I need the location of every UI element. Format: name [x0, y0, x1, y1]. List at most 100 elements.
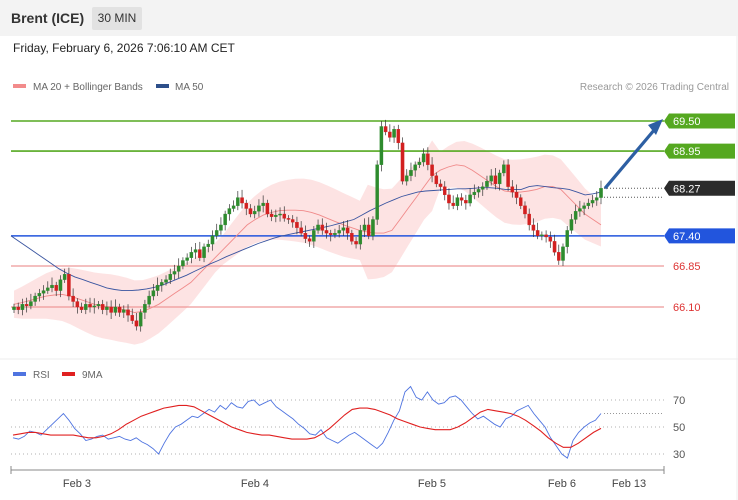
- level-label-68.27: 68.27: [673, 183, 701, 195]
- candle-up: [223, 213, 227, 226]
- candle-down: [299, 227, 303, 234]
- candle-down: [109, 306, 113, 313]
- rsi-tick-50: 50: [673, 422, 685, 434]
- candle-up: [312, 230, 316, 242]
- candle-down: [134, 320, 139, 327]
- candle-down: [126, 309, 130, 316]
- candle-down: [269, 213, 274, 217]
- candle-down: [265, 202, 270, 215]
- legend-swatch-9ma: [62, 372, 75, 376]
- candle-up: [582, 205, 586, 209]
- candle-up: [84, 304, 88, 310]
- candle-up: [185, 257, 189, 261]
- candle-up: [138, 312, 143, 327]
- candle-up: [147, 295, 151, 305]
- copyright: Research © 2026 Trading Central: [580, 82, 729, 93]
- candle-up: [358, 230, 363, 245]
- candle-down: [493, 175, 498, 185]
- candle-up: [96, 304, 101, 307]
- candle-down: [396, 129, 401, 144]
- candle-down: [290, 219, 295, 223]
- level-label-66.10: 66.10: [673, 302, 701, 314]
- candle-down: [400, 142, 405, 182]
- legend-label-ma50: MA 50: [175, 82, 204, 93]
- timeframe-button[interactable]: 30 MIN: [92, 7, 142, 30]
- candle-down: [366, 224, 371, 237]
- candle-up: [337, 230, 341, 234]
- candle-up: [573, 211, 578, 220]
- legend-label-rsi: RSI: [33, 370, 50, 381]
- x-tick-label: Feb 13: [612, 478, 646, 490]
- rsi-panel: 70 50 30 RSI 9MA: [11, 370, 685, 461]
- candle-up: [595, 197, 599, 201]
- candle-up: [371, 219, 375, 237]
- candle-down: [67, 274, 71, 297]
- candle-up: [578, 208, 582, 212]
- candle-down: [438, 183, 443, 187]
- candle-up: [561, 246, 565, 261]
- candle-up: [122, 309, 126, 313]
- candle-up: [236, 197, 240, 206]
- x-tick-label: Feb 3: [63, 478, 91, 490]
- candle-down: [388, 131, 392, 138]
- candle-up: [193, 249, 198, 253]
- candle-up: [540, 234, 544, 237]
- candle-down: [426, 153, 430, 165]
- x-axis: Feb 3 Feb 4 Feb 5 Feb 6 Feb 13: [0, 36, 738, 500]
- x-tick-label: Feb 6: [548, 478, 576, 490]
- candle-down: [442, 186, 447, 196]
- candle-down: [244, 202, 249, 209]
- candle-down: [447, 194, 451, 204]
- rsi-tick-70: 70: [673, 395, 685, 407]
- candle-up: [214, 230, 219, 237]
- candle-down: [519, 197, 523, 206]
- candle-up: [565, 230, 569, 247]
- candle-up: [252, 211, 257, 215]
- candle-down: [531, 224, 536, 231]
- candle-down: [100, 304, 105, 310]
- candle-down: [535, 230, 540, 237]
- candle-down: [510, 186, 515, 193]
- candle-up: [143, 304, 147, 313]
- candle-up: [333, 232, 337, 235]
- candle-up: [168, 274, 173, 280]
- candle-down: [295, 222, 299, 228]
- candle-up: [181, 260, 185, 267]
- level-tag-68.95: [664, 143, 735, 159]
- candle-up: [41, 290, 46, 294]
- forecast-arrow-head: [648, 119, 663, 135]
- candle-down: [71, 295, 75, 302]
- candle-up: [476, 189, 481, 193]
- candle-up: [362, 224, 367, 231]
- candle-up: [497, 172, 502, 185]
- candle-down: [282, 213, 287, 219]
- ma50-line: [10, 185, 602, 292]
- candle-up: [92, 305, 96, 308]
- candle-up: [219, 224, 223, 231]
- candle-up: [586, 202, 591, 206]
- candle-up: [189, 252, 194, 258]
- candle-up: [472, 191, 477, 196]
- candle-up: [151, 290, 156, 297]
- candle-down: [130, 315, 134, 321]
- candle-up: [105, 306, 109, 310]
- candle-down: [527, 213, 531, 226]
- candle-up: [468, 194, 472, 204]
- level-label-66.85: 66.85: [673, 261, 701, 273]
- candle-up: [155, 284, 160, 291]
- candle-up: [278, 213, 282, 216]
- candle-up: [599, 188, 603, 198]
- candle-down: [16, 306, 20, 310]
- candle-down: [552, 241, 557, 253]
- candle-up: [316, 224, 320, 231]
- candle-up: [202, 246, 206, 258]
- candle-down: [198, 249, 202, 258]
- candle-down: [430, 164, 434, 176]
- candle-up: [421, 153, 426, 163]
- candle-down: [548, 236, 553, 242]
- candle-up: [206, 243, 211, 247]
- rsi-9ma-line: [12, 404, 602, 448]
- candles: [12, 119, 603, 332]
- level-label-68.95: 68.95: [673, 146, 701, 158]
- legend: MA 20 + Bollinger Bands MA 50 Research © 2…: [13, 82, 729, 93]
